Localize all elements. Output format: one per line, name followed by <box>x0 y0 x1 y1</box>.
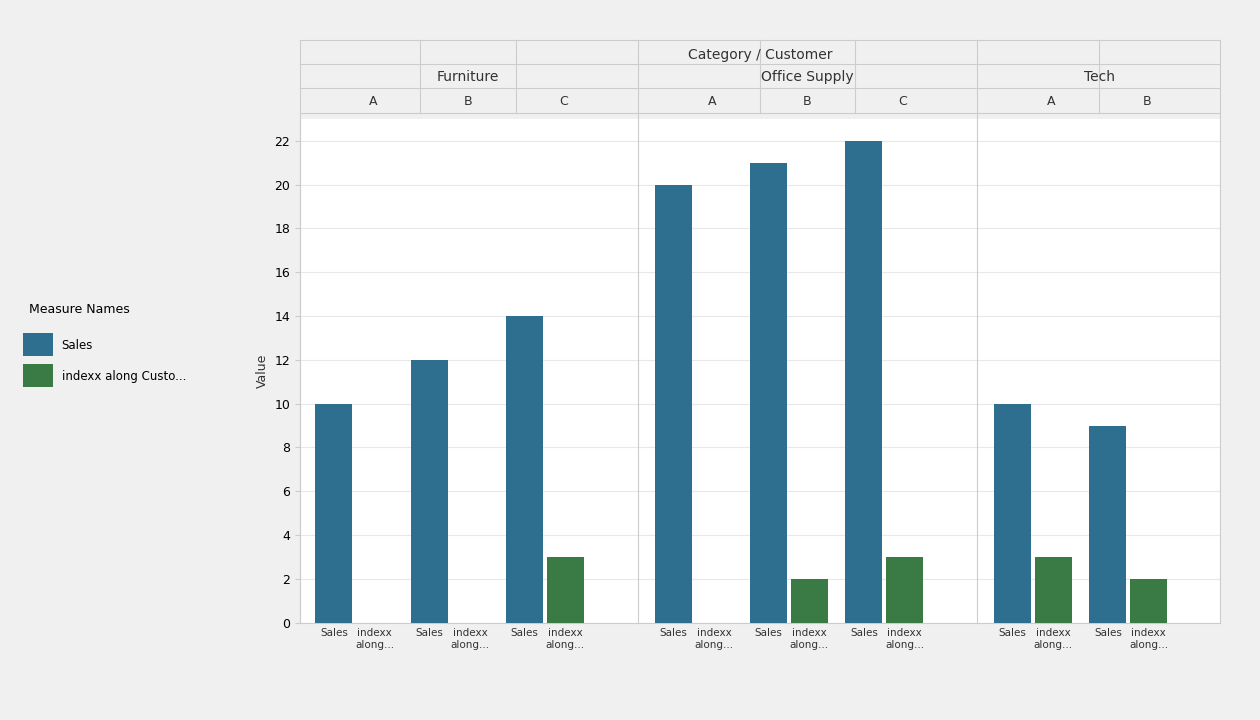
Text: indexx along Custo...: indexx along Custo... <box>62 370 186 383</box>
Y-axis label: Value: Value <box>256 354 268 388</box>
Text: B: B <box>1143 95 1152 108</box>
Text: C: C <box>559 95 568 108</box>
Bar <box>994 404 1031 623</box>
Bar <box>411 360 447 623</box>
Text: A: A <box>708 95 717 108</box>
Text: Category / Customer: Category / Customer <box>688 48 832 62</box>
Bar <box>24 364 53 387</box>
Bar <box>1034 557 1072 623</box>
Text: Measure Names: Measure Names <box>29 303 130 316</box>
Text: C: C <box>898 95 907 108</box>
Bar <box>750 163 788 623</box>
Bar <box>507 316 543 623</box>
Text: Furniture: Furniture <box>437 70 499 84</box>
Bar <box>547 557 583 623</box>
Text: Office Supply: Office Supply <box>761 70 854 84</box>
Bar <box>1130 579 1167 623</box>
Text: Tech: Tech <box>1084 70 1115 84</box>
Bar <box>315 404 353 623</box>
Text: A: A <box>1047 95 1056 108</box>
Text: Sales: Sales <box>62 339 93 352</box>
Bar <box>655 184 692 623</box>
Bar <box>24 333 53 356</box>
Text: B: B <box>803 95 811 108</box>
Bar <box>886 557 924 623</box>
Bar <box>1090 426 1126 623</box>
Bar <box>791 579 828 623</box>
Text: B: B <box>464 95 472 108</box>
Text: A: A <box>369 95 377 108</box>
Bar <box>845 140 882 623</box>
